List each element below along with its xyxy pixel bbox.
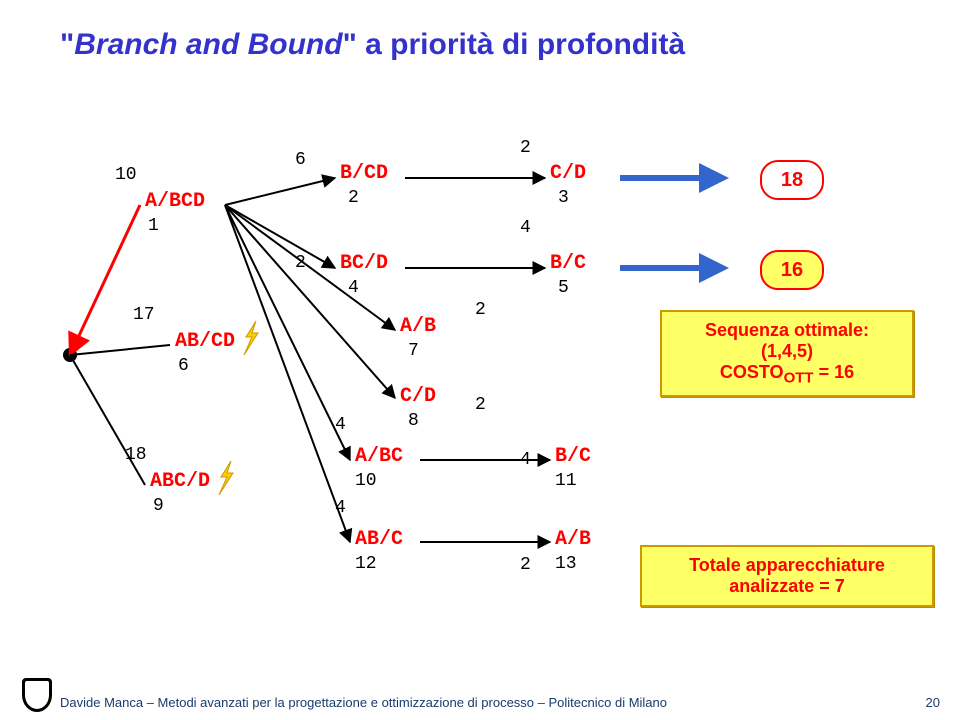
node-number-10: 10 <box>355 471 377 491</box>
edge-cost: 6 <box>295 150 306 170</box>
result-badge: 16 <box>760 250 824 290</box>
info-box: Sequenza ottimale:(1,4,5)COSTOOTT = 16 <box>660 310 914 397</box>
node-label-5: B/C <box>550 252 586 275</box>
branch-cost: 18 <box>125 445 147 465</box>
node-label-6: AB/CD <box>175 330 235 353</box>
edge-cost: 2 <box>520 138 531 158</box>
node-number-8: 8 <box>408 411 419 431</box>
branch-cost: 10 <box>115 165 137 185</box>
node-label-2: B/CD <box>340 162 388 185</box>
node-label-10: A/BC <box>355 445 403 468</box>
node-number-2: 2 <box>348 188 359 208</box>
logo-icon <box>22 678 52 712</box>
edge-cost: 2 <box>475 300 486 320</box>
info-box: Totale apparecchiatureanalizzate = 7 <box>640 545 934 607</box>
node-label-8: C/D <box>400 385 436 408</box>
node-number-3: 3 <box>558 188 569 208</box>
node-number-11: 11 <box>555 471 577 491</box>
node-number-6: 6 <box>178 356 189 376</box>
node-number-13: 13 <box>555 554 577 574</box>
node-label-7: A/B <box>400 315 436 338</box>
edge-cost: 4 <box>520 218 531 238</box>
node-label-1: A/BCD <box>145 190 205 213</box>
node-number-1: 1 <box>148 216 159 236</box>
node-number-7: 7 <box>408 341 419 361</box>
node-number-4: 4 <box>348 278 359 298</box>
node-label-9: ABC/D <box>150 470 210 493</box>
branch-cost: 17 <box>133 305 155 325</box>
edge-cost: 4 <box>335 498 346 518</box>
edge-cost: 2 <box>475 395 486 415</box>
edge-cost: 4 <box>335 415 346 435</box>
node-label-12: AB/C <box>355 528 403 551</box>
node-label-11: B/C <box>555 445 591 468</box>
node-number-9: 9 <box>153 496 164 516</box>
node-number-5: 5 <box>558 278 569 298</box>
slide: "Branch and Bound" a priorità di profond… <box>0 0 960 720</box>
footer-text: Davide Manca – Metodi avanzati per la pr… <box>60 695 667 710</box>
edge-cost: 2 <box>295 253 306 273</box>
page-number: 20 <box>926 695 940 710</box>
edge-cost: 2 <box>520 555 531 575</box>
node-label-13: A/B <box>555 528 591 551</box>
result-badge: 18 <box>760 160 824 200</box>
node-label-3: C/D <box>550 162 586 185</box>
node-number-12: 12 <box>355 554 377 574</box>
edge-cost: 4 <box>520 450 531 470</box>
node-label-4: BC/D <box>340 252 388 275</box>
